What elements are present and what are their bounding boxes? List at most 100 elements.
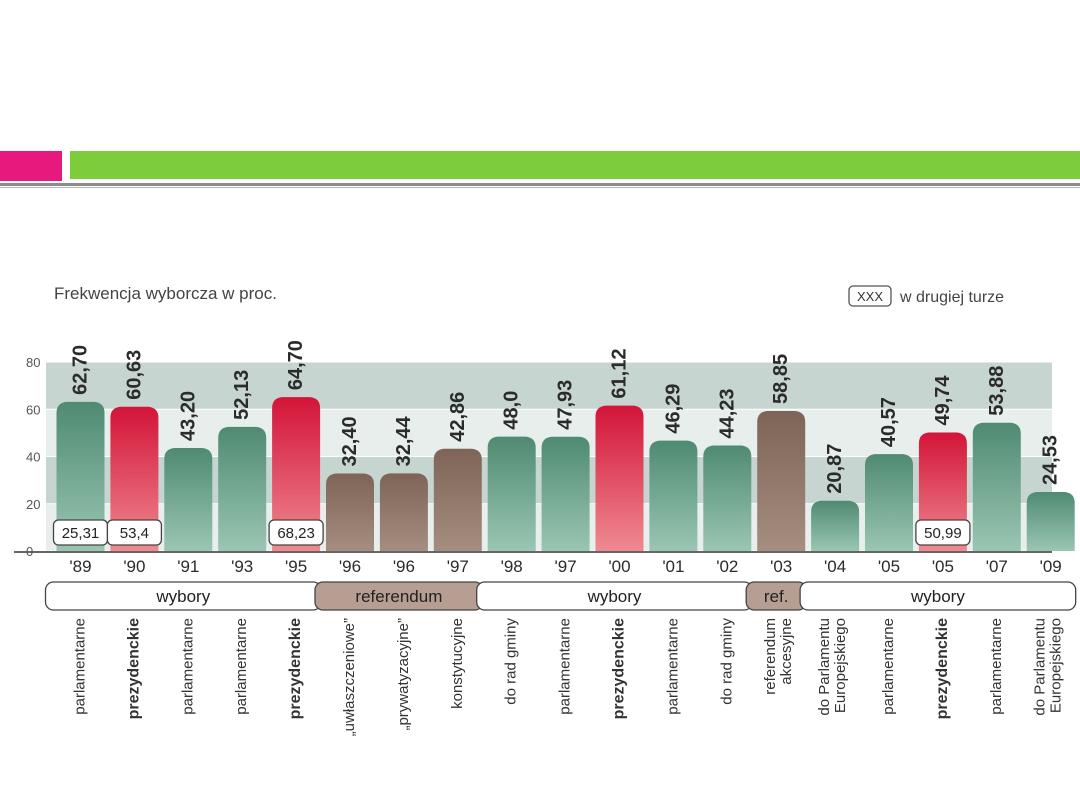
y-tick-label: 0 — [26, 544, 33, 559]
bar-value-label: 60,63 — [123, 350, 145, 400]
second-round-box — [268, 519, 324, 546]
bar-type-label: „uwłaszczeniowe” — [341, 618, 358, 736]
group-label: wybory — [587, 587, 642, 606]
bar-type-label: Europejskiego — [832, 618, 849, 713]
x-tick-label: '89 — [69, 557, 91, 576]
bar-value-label: 58,85 — [770, 354, 792, 404]
group-label: wybory — [910, 587, 965, 606]
y-tick-label: 60 — [26, 402, 40, 417]
bar-type-label: parlamentarne — [557, 618, 574, 715]
bar-type-label: parlamentarne — [72, 618, 89, 715]
bar-type-label: parlamentarne — [880, 618, 897, 715]
bar-type-label: parlamentarne — [664, 618, 681, 715]
bar-type-label: do rad gminy — [503, 618, 520, 705]
bar-value-label: 52,13 — [231, 370, 253, 420]
x-tick-label: '90 — [123, 557, 145, 576]
bar-type-label: referendum — [762, 618, 779, 695]
bar-type-label: do Parlamentu — [816, 618, 833, 716]
bar-value-label: 49,74 — [932, 375, 954, 426]
header-pink-block — [0, 151, 62, 181]
bar-type-label: „prywatyzacyjne” — [395, 618, 412, 731]
bar-type-label: akcesyjne — [778, 618, 795, 685]
x-tick-label: '96 — [339, 557, 361, 576]
bar-green — [164, 447, 213, 551]
header-divider-thin — [0, 187, 1080, 188]
bar-type-label: do rad gminy — [718, 618, 735, 705]
y-tick-label: 20 — [26, 497, 40, 512]
second-round-label: 50,99 — [924, 525, 962, 542]
bar-type-label: parlamentarne — [179, 618, 196, 715]
bar-type-label: do Parlamentu — [1032, 618, 1049, 716]
legend-text: w drugiej turze — [899, 289, 1004, 306]
y-tick-label: 80 — [26, 355, 40, 370]
bar-green — [865, 454, 913, 551]
x-tick-label: '09 — [1040, 557, 1062, 576]
bar-type-label: konstytucyjne — [449, 618, 466, 709]
header-divider — [0, 183, 1080, 186]
x-tick-label: '91 — [177, 557, 199, 576]
x-tick-label: '97 — [447, 557, 469, 576]
legend-box-label: XXX — [857, 289, 883, 304]
bar-type-label: parlamentarne — [988, 618, 1005, 715]
bar-green — [972, 422, 1021, 551]
x-tick-label: '01 — [662, 557, 684, 576]
bar-value-label: 32,44 — [393, 415, 415, 466]
bar-brown — [757, 410, 806, 551]
bar-value-label: 40,57 — [878, 397, 900, 447]
x-tick-label: '98 — [501, 557, 523, 576]
bar-value-label: 24,53 — [1040, 435, 1062, 485]
bar-green — [541, 436, 590, 551]
bar-green — [1026, 492, 1075, 551]
bar-value-label: 44,23 — [716, 388, 738, 438]
x-tick-label: '03 — [770, 557, 792, 576]
bar-value-label: 46,29 — [662, 384, 684, 434]
bar-type-label: prezydenckie — [287, 618, 304, 719]
bar-green — [811, 500, 860, 551]
bar-brown — [433, 448, 482, 551]
x-tick-label: '97 — [555, 557, 577, 576]
x-tick-label: '05 — [932, 557, 954, 576]
x-tick-label: '05 — [878, 557, 900, 576]
bar-type-label: prezydenckie — [611, 618, 628, 719]
chart-title: Frekwencja wyborcza w proc. — [54, 284, 277, 303]
bar-brown — [326, 473, 374, 551]
bar-value-label: 48,0 — [501, 391, 523, 430]
bar-red — [272, 397, 321, 551]
bar-value-label: 61,12 — [609, 349, 631, 399]
second-round-box — [915, 519, 971, 546]
bar-brown — [379, 473, 428, 551]
bar-red — [110, 406, 159, 551]
x-tick-label: '04 — [824, 557, 846, 576]
second-round-label: 68,23 — [277, 525, 315, 542]
x-tick-label: '96 — [393, 557, 415, 576]
group-label: ref. — [764, 587, 789, 606]
second-round-box — [106, 519, 163, 546]
x-tick-label: '07 — [986, 557, 1008, 576]
bar-green — [649, 440, 698, 551]
second-round-label: 53,4 — [120, 525, 149, 542]
bar-value-label: 20,87 — [824, 444, 846, 494]
x-tick-label: '00 — [608, 557, 630, 576]
bar-value-label: 43,20 — [177, 391, 199, 441]
bar-value-label: 53,88 — [986, 366, 1008, 416]
grid-band — [46, 362, 1052, 410]
x-tick-label: '95 — [285, 557, 307, 576]
bar-value-label: 47,93 — [555, 380, 577, 430]
bar-type-label: prezydenckie — [934, 618, 951, 719]
bar-green — [56, 401, 105, 551]
bar-value-label: 64,70 — [285, 340, 307, 390]
bar-type-label: prezydenckie — [125, 618, 142, 719]
x-tick-label: '93 — [231, 557, 253, 576]
legend-box — [848, 285, 892, 307]
second-round-label: 25,31 — [62, 525, 100, 542]
bar-green — [218, 426, 267, 551]
bar-green — [487, 436, 536, 551]
group-label: wybory — [155, 587, 210, 606]
header-green-bar — [70, 151, 1080, 179]
bar-value-label: 42,86 — [447, 392, 469, 442]
group-label-box — [799, 581, 1077, 611]
bar-green — [703, 445, 752, 551]
bar-type-label: parlamentarne — [233, 618, 250, 715]
x-tick-label: '02 — [716, 557, 738, 576]
